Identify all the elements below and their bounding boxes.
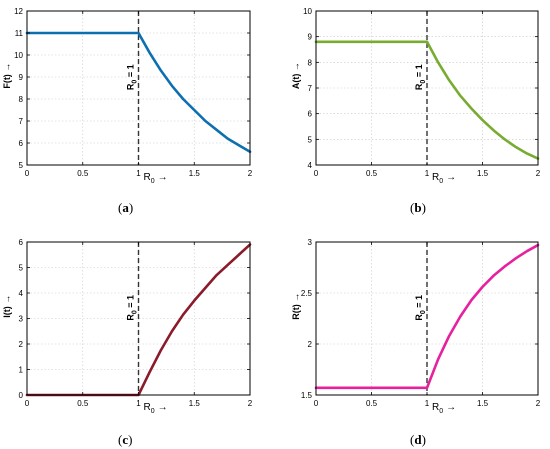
x-tick-label: 2 bbox=[248, 169, 253, 178]
chart-panel-d: 0 0.5 1 1.5 2 1.5 2 2.5 3 R(t) → R0 → R0 = 1 bbox=[291, 238, 541, 415]
x-axis-label: R0 → bbox=[432, 402, 456, 415]
y-tick-label: 2 bbox=[19, 340, 24, 349]
y-tick-label: 10 bbox=[303, 7, 312, 16]
reference-line-label: R0 = 1 bbox=[126, 295, 139, 321]
caption-b: (b) bbox=[410, 200, 426, 215]
x-tick-label: 0 bbox=[314, 399, 319, 408]
series-line bbox=[314, 40, 540, 160]
series-line bbox=[25, 31, 252, 154]
y-tick-label: 9 bbox=[308, 33, 313, 42]
x-tick-label: 0.5 bbox=[77, 399, 89, 408]
x-tick-label: 1 bbox=[425, 399, 430, 408]
x-tick-label: 1 bbox=[136, 399, 141, 408]
reference-line-label: R0 = 1 bbox=[414, 295, 427, 321]
y-tick-label: 3 bbox=[308, 238, 313, 247]
caption-a: (a) bbox=[118, 200, 134, 215]
y-tick-label: 7 bbox=[19, 117, 24, 126]
y-tick-label: 6 bbox=[19, 238, 24, 247]
caption-c: (c) bbox=[118, 432, 133, 447]
x-axis-label: R0 → bbox=[432, 172, 456, 185]
x-tick-label: 2 bbox=[536, 399, 541, 408]
y-tick-label: 5 bbox=[19, 264, 24, 273]
x-tick-label: 2 bbox=[248, 399, 253, 408]
y-axis-label: F(t) → bbox=[2, 63, 12, 89]
y-tick-label: 7 bbox=[308, 84, 313, 93]
chart-panel-b: 0 0.5 1 1.5 2 4 5 6 7 8 9 10 A(t) → R0 → R0 = 1 bbox=[291, 7, 541, 185]
y-tick-label: 6 bbox=[19, 139, 24, 148]
x-tick-label: 0 bbox=[25, 399, 30, 408]
y-tick-label: 8 bbox=[308, 58, 313, 67]
y-tick-label: 0 bbox=[19, 391, 24, 400]
y-axis-label: A(t) → bbox=[291, 62, 301, 89]
x-tick-label: 1.5 bbox=[477, 169, 489, 178]
y-tick-label: 10 bbox=[14, 51, 23, 60]
x-tick-label: 1.5 bbox=[477, 399, 489, 408]
y-tick-label: 2.5 bbox=[301, 289, 313, 298]
x-tick-label: 1 bbox=[136, 169, 141, 178]
series-line bbox=[314, 243, 540, 390]
y-tick-label: 4 bbox=[19, 289, 24, 298]
x-tick-label: 1 bbox=[425, 169, 430, 178]
y-tick-label: 1 bbox=[19, 366, 24, 375]
y-tick-label: 3 bbox=[19, 315, 24, 324]
x-tick-label: 0.5 bbox=[366, 399, 378, 408]
reference-line-label: R0 = 1 bbox=[126, 64, 139, 90]
chart-panel-a: 0 0.5 1 1.5 2 5 6 7 8 9 10 11 12 F(t) → R0 → R0 = 1 bbox=[2, 7, 253, 185]
x-axis-label: R0 → bbox=[144, 172, 168, 185]
x-tick-label: 1.5 bbox=[189, 399, 201, 408]
x-tick-label: 1.5 bbox=[189, 169, 201, 178]
y-tick-label: 6 bbox=[308, 110, 313, 119]
chart-panel-c: 0 0.5 1 1.5 2 0 1 2 3 4 5 6 I(t) → R0 → R0 = 1 bbox=[2, 238, 253, 415]
y-axis-label: R(t) → bbox=[291, 293, 301, 320]
y-tick-label: 11 bbox=[15, 29, 24, 38]
y-tick-label: 5 bbox=[19, 161, 24, 170]
y-tick-label: 5 bbox=[308, 135, 313, 144]
x-tick-label: 0 bbox=[314, 169, 319, 178]
y-tick-label: 12 bbox=[14, 7, 23, 16]
reference-line-label: R0 = 1 bbox=[414, 64, 427, 90]
caption-d: (d) bbox=[410, 432, 426, 447]
x-tick-label: 0 bbox=[25, 169, 30, 178]
y-tick-label: 8 bbox=[19, 95, 24, 104]
y-tick-label: 2 bbox=[308, 340, 313, 349]
x-axis-label: R0 → bbox=[144, 402, 168, 415]
x-tick-label: 0.5 bbox=[366, 169, 378, 178]
y-tick-label: 9 bbox=[19, 73, 24, 82]
x-tick-label: 2 bbox=[536, 169, 541, 178]
y-axis-label: I(t) → bbox=[2, 295, 12, 318]
y-tick-label: 1.5 bbox=[301, 391, 313, 400]
y-tick-label: 4 bbox=[308, 161, 313, 170]
x-tick-label: 0.5 bbox=[77, 169, 89, 178]
